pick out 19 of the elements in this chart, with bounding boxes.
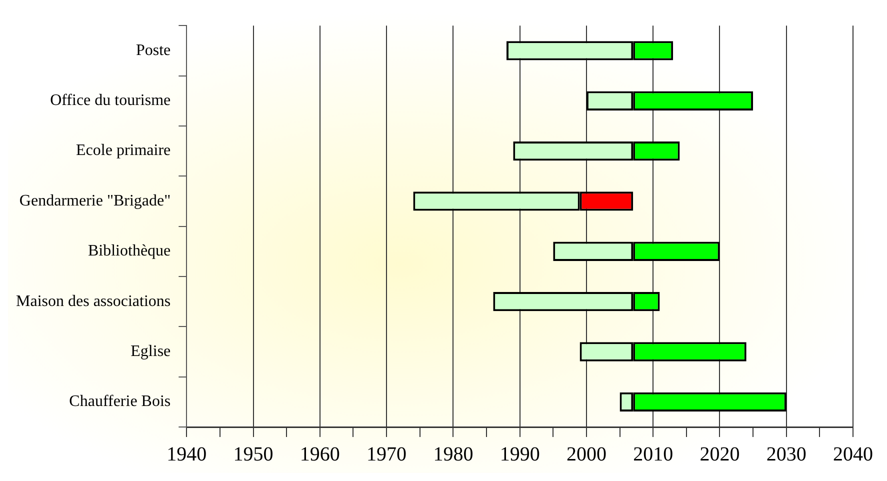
x-tick-label: 2020 xyxy=(700,443,740,466)
y-tick-label: Poste xyxy=(136,42,171,59)
x-tick-label: 1970 xyxy=(366,443,407,466)
x-tick-label: 1940 xyxy=(166,443,207,466)
x-tick-label: 2040 xyxy=(833,443,873,466)
x-tick-label: 2000 xyxy=(566,443,606,466)
y-tick-label: Maison des associations xyxy=(16,292,171,310)
y-tick-label: Eglise xyxy=(130,342,171,360)
x-tick-label: 1990 xyxy=(500,443,540,466)
x-tick-label: 1960 xyxy=(300,443,340,466)
y-tick-label: Gendarmerie "Brigade" xyxy=(19,192,171,210)
y-tick-label: Bibliothèque xyxy=(88,242,171,260)
y-tick-label: Office du tourisme xyxy=(50,92,171,110)
x-tick-label: 1980 xyxy=(433,443,474,466)
y-tick-label: Chaufferie Bois xyxy=(69,393,171,410)
x-tick-label: 2030 xyxy=(766,443,806,466)
x-tick-label: 2010 xyxy=(633,443,674,466)
x-tick-label: 1950 xyxy=(233,443,274,466)
y-tick-label: Ecole primaire xyxy=(76,142,171,160)
